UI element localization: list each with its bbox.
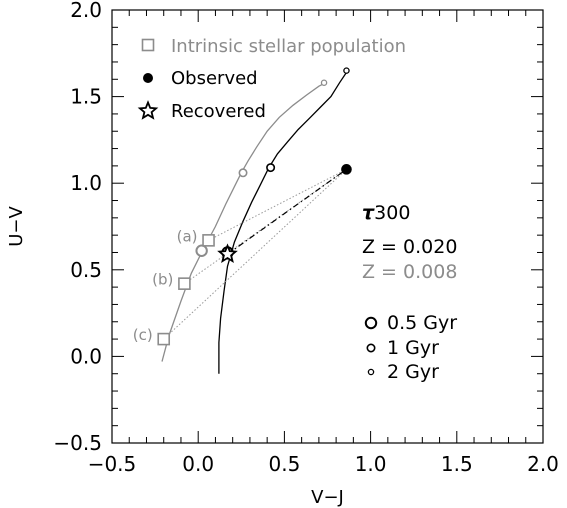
plot-frame	[111, 9, 544, 444]
legend-recovered-label: Recovered	[171, 101, 266, 122]
x-tick-label: 1.5	[441, 452, 473, 476]
observed-point	[341, 164, 352, 175]
tau-value: 300	[374, 202, 410, 224]
age-key-label: 2 Gyr	[387, 361, 439, 383]
dotted-vector-1	[184, 168, 347, 285]
intrinsic-point	[178, 277, 191, 290]
x-tick-label: 0.0	[182, 452, 214, 476]
x-tick-label: −0.5	[88, 452, 137, 476]
intrinsic-point-label: (a)	[177, 227, 198, 245]
axes: −0.5 0.0 0.5 1.0 1.5 2.0 −0.5 0.0 0.5 1.0 1.5 2.0 V−…	[6, 0, 559, 508]
model-track-1	[218, 72, 348, 374]
intrinsic-point-label: (b)	[152, 271, 173, 289]
age-key-marker	[366, 343, 376, 353]
tau-label: τ300	[362, 202, 410, 224]
intrinsic-point-label: (c)	[133, 326, 153, 344]
intrinsic-point	[157, 332, 171, 346]
recovered-point	[217, 243, 238, 264]
x-tick-label: 0.5	[268, 452, 300, 476]
legend-observed-label: Observed	[171, 68, 258, 89]
y-tick-label: 1.5	[70, 85, 102, 109]
age-marker-1	[238, 168, 248, 178]
tau-symbol: τ	[362, 202, 375, 224]
age-key-marker	[367, 368, 375, 376]
x-axis-label: V−J	[311, 487, 344, 508]
y-tick-label: −0.5	[53, 431, 102, 455]
legend-intrinsic-label: Intrinsic stellar population	[171, 36, 406, 57]
age-marker-2	[320, 79, 328, 86]
legend-intrinsic-marker	[141, 38, 155, 52]
intrinsic-point	[202, 234, 215, 247]
recovered-vector	[227, 168, 347, 255]
legend-observed-marker	[143, 73, 153, 83]
x-tick-label: 1.0	[355, 452, 387, 476]
legend-recovered-marker	[137, 100, 159, 120]
age-key-label: 0.5 Gyr	[387, 312, 457, 334]
y-tick-label: 0.5	[70, 258, 102, 282]
vector-lines	[163, 168, 347, 340]
y-tick-label: 0.0	[70, 344, 102, 368]
age-marker-5	[343, 67, 350, 74]
age-marker-0	[195, 244, 208, 257]
age-key-marker	[364, 316, 378, 330]
dotted-vector-2	[163, 168, 347, 340]
y-tick-label: 1.0	[70, 171, 102, 195]
y-axis-label: U−V	[6, 206, 27, 247]
legend: Intrinsic stellar population Observed Reco…	[137, 36, 406, 122]
age-key-label: 1 Gyr	[387, 337, 439, 359]
dotted-vector-0	[208, 168, 347, 241]
y-tick-label: 2.0	[70, 0, 102, 22]
data-points: (a) (b) (c)	[133, 67, 352, 346]
x-tick-label: 2.0	[527, 452, 559, 476]
metallicity-solar-label: Z = 0.020	[362, 236, 457, 258]
metallicity-sub-label: Z = 0.008	[362, 261, 457, 283]
age-marker-4	[266, 163, 276, 173]
